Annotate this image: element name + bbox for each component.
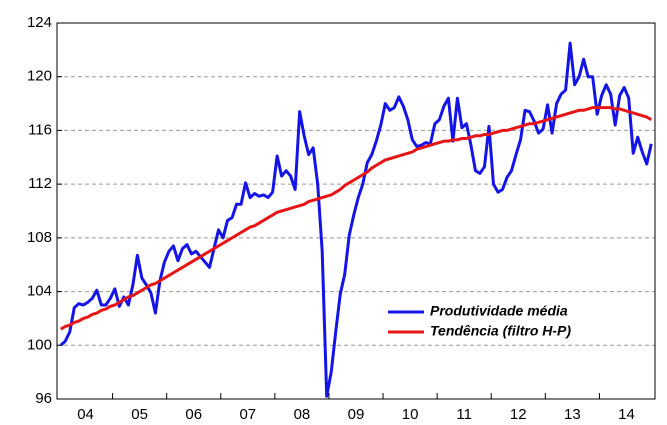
x-tick-label: 14 bbox=[618, 406, 635, 423]
x-tick-label: 10 bbox=[402, 406, 419, 423]
x-tick-label: 07 bbox=[239, 406, 256, 423]
y-tick-label: 124 bbox=[27, 14, 52, 31]
series-line bbox=[59, 106, 653, 331]
y-tick-label: 108 bbox=[27, 229, 52, 246]
y-tick-label: 104 bbox=[27, 283, 52, 300]
x-tick-label: 08 bbox=[294, 406, 311, 423]
y-tick-label: 116 bbox=[28, 121, 52, 138]
x-tick-label: 06 bbox=[185, 406, 202, 423]
y-tick-label: 120 bbox=[27, 68, 52, 85]
legend-label: Produtividade média bbox=[430, 303, 568, 319]
x-tick-label: 12 bbox=[510, 406, 527, 423]
x-tick-label: 11 bbox=[456, 406, 472, 423]
x-tick-label: 09 bbox=[348, 406, 365, 423]
x-tick-label: 05 bbox=[131, 406, 148, 423]
plot-frame bbox=[56, 22, 656, 400]
x-tick-label: 13 bbox=[564, 406, 581, 423]
legend-label: Tendência (filtro H-P) bbox=[430, 323, 571, 339]
y-tick-label: 96 bbox=[35, 390, 52, 407]
y-tick-label: 100 bbox=[27, 336, 52, 353]
x-tick-label: 04 bbox=[77, 406, 94, 423]
y-tick-label: 112 bbox=[28, 175, 52, 192]
series-line bbox=[59, 41, 653, 398]
